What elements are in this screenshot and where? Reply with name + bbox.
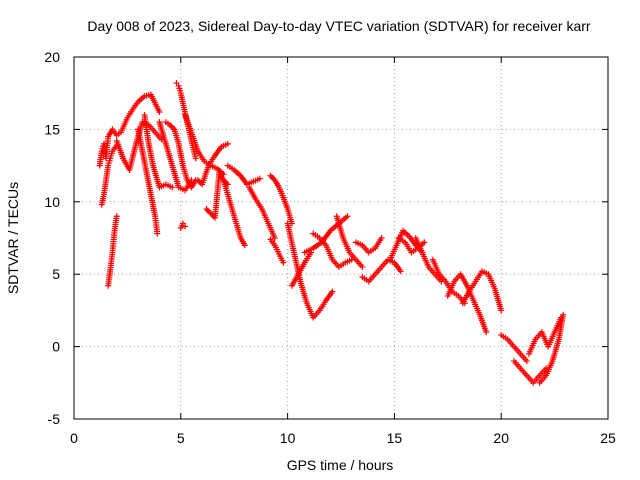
x-tick-label: 15: [387, 430, 403, 446]
data-point-markers: [105, 213, 120, 289]
series-track-30: [444, 271, 490, 336]
data-point-markers: [536, 311, 567, 386]
data-point-markers: [267, 236, 287, 266]
y-tick-label: 0: [52, 339, 60, 355]
y-tick-label: 5: [52, 266, 60, 282]
y-tick-label: -5: [48, 411, 61, 427]
y-tick-label: 15: [44, 121, 60, 137]
series-track-10: [177, 220, 189, 231]
data-point-markers: [177, 220, 189, 231]
series-track-17: [267, 172, 295, 227]
series-track-5: [135, 126, 161, 237]
series-track-22: [310, 230, 355, 270]
x-tick-label: 25: [600, 430, 616, 446]
data-point-markers: [459, 268, 505, 314]
axes: [73, 56, 609, 420]
data-point-markers: [412, 235, 445, 285]
x-tick-label: 5: [177, 430, 185, 446]
x-tick-labels: 0 5 10 15 20 25: [70, 430, 616, 446]
data-point-markers: [498, 332, 530, 365]
x-tick-label: 0: [70, 430, 78, 446]
x-axis-label: GPS time / hours: [287, 457, 394, 473]
chart-title: Day 008 of 2023, Sidereal Day-to-day VTE…: [87, 18, 590, 34]
data-point-markers: [135, 126, 161, 237]
grid: [74, 57, 608, 419]
data-point-markers: [98, 142, 120, 208]
data-point-markers: [96, 91, 163, 169]
data-point-markers: [284, 220, 336, 321]
series-track-8: [162, 119, 199, 191]
data-point-markers: [352, 235, 385, 256]
data-point-markers: [141, 111, 176, 191]
data-point-markers: [267, 172, 295, 227]
series-track-31: [459, 268, 505, 314]
data-point-markers: [288, 249, 315, 289]
data-point-markers: [333, 213, 366, 270]
data-point-markers: [194, 140, 231, 188]
y-tick-labels: -5 0 5 10 15 20: [44, 49, 60, 427]
series-track-6: [141, 111, 176, 191]
x-tick-label: 10: [280, 430, 296, 446]
series-track-24: [352, 235, 385, 256]
y-tick-label: 20: [44, 49, 60, 65]
data-point-markers: [359, 256, 404, 285]
series-track-28: [412, 235, 445, 285]
series-track-3: [105, 213, 120, 289]
data-point-markers: [246, 184, 278, 241]
y-axis-label: SDTVAR / TECUs: [5, 182, 21, 294]
data-point-markers: [182, 111, 227, 178]
data-point-markers: [310, 230, 355, 270]
data-point-markers: [525, 314, 565, 357]
series-track-18: [267, 236, 287, 266]
series-track-23: [333, 213, 366, 270]
series-track-16: [246, 184, 278, 241]
data-point-markers: [162, 119, 199, 191]
data-points: [96, 80, 567, 386]
series-track-1: [96, 91, 163, 169]
series-track-32: [498, 332, 530, 365]
series-track-34: [525, 314, 565, 357]
series-track-14: [220, 177, 248, 249]
x-tick-label: 20: [493, 430, 509, 446]
series-track-25: [359, 256, 404, 285]
series-track-20: [288, 249, 315, 289]
series-track-11: [182, 111, 227, 178]
data-point-markers: [511, 358, 550, 386]
data-point-markers: [156, 119, 195, 194]
series-track-35: [536, 311, 567, 386]
data-point-markers: [224, 162, 263, 188]
data-point-markers: [444, 271, 490, 336]
plot-border: [73, 56, 609, 420]
series-track-19: [284, 220, 336, 321]
series-track-12: [194, 140, 231, 188]
series-track-33: [511, 358, 550, 386]
series-track-7: [156, 119, 195, 194]
y-tick-label: 10: [44, 194, 60, 210]
series-track-2: [98, 142, 120, 208]
series-track-15: [224, 162, 263, 188]
data-point-markers: [220, 177, 248, 249]
